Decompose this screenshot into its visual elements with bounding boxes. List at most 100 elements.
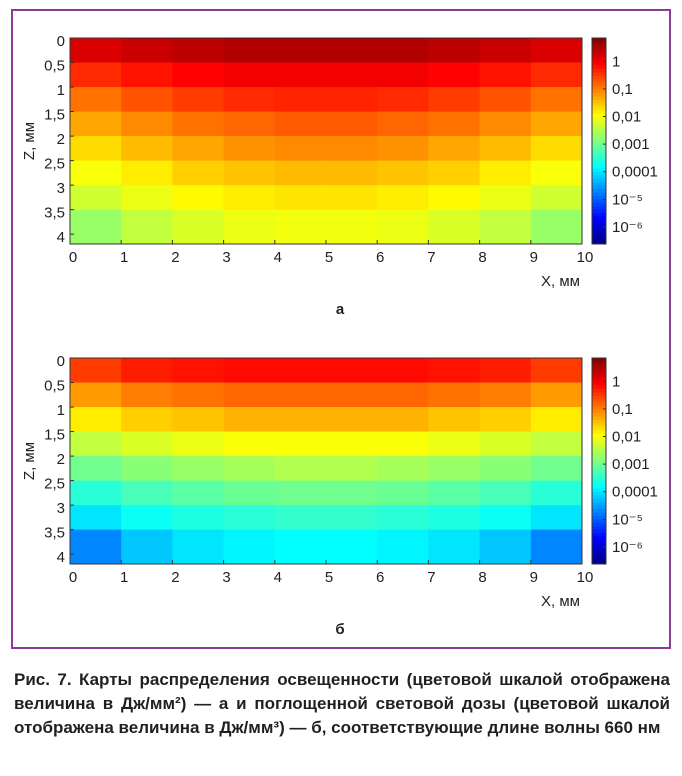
- colorbar-step: [592, 471, 606, 476]
- y-tick-label: 1: [57, 82, 65, 99]
- colorbar-step: [592, 529, 606, 534]
- colorbar-step: [592, 240, 606, 245]
- colorbar-step: [592, 48, 606, 53]
- heatmap-cell: [223, 111, 276, 137]
- heatmap-cell: [530, 456, 583, 482]
- x-tick-label: 4: [274, 569, 282, 586]
- colorbar-step: [592, 230, 606, 235]
- colorbar-step: [592, 512, 606, 517]
- colorbar-tick-label: 0,001: [612, 136, 650, 153]
- colorbar-step: [592, 546, 606, 551]
- colorbar-step: [592, 481, 606, 486]
- x-axis-label: X, мм: [541, 273, 580, 290]
- y-tick-label: 0,5: [44, 57, 65, 74]
- colorbar-step: [592, 550, 606, 555]
- colorbar-step: [592, 68, 606, 73]
- y-axis-label: Z, мм: [21, 122, 38, 160]
- colorbar-step: [592, 189, 606, 193]
- colorbar-step: [592, 137, 606, 142]
- colorbar-step: [592, 536, 606, 541]
- y-axis-label: Z, мм: [21, 442, 38, 480]
- heatmap-cell: [530, 38, 583, 64]
- heatmap-cell: [377, 382, 429, 408]
- x-tick-label: 3: [222, 569, 230, 586]
- heatmap-cell: [223, 136, 276, 162]
- colorbar-tick-label: 10⁻⁶: [612, 219, 643, 236]
- heatmap-cell: [274, 382, 327, 408]
- y-tick-label: 2,5: [44, 156, 65, 173]
- x-tick-label: 0: [69, 249, 77, 266]
- heatmap-cell: [223, 529, 276, 565]
- colorbar-tick-label: 1: [612, 373, 620, 390]
- heatmap-cell: [274, 87, 327, 113]
- colorbar-step: [592, 412, 606, 417]
- frame: [11, 9, 671, 649]
- heatmap-cell: [428, 38, 481, 64]
- heatmap-cell: [274, 209, 327, 245]
- x-tick-label: 7: [427, 569, 435, 586]
- colorbar-step: [592, 464, 606, 469]
- heatmap-cell: [428, 529, 481, 565]
- heatmap-cell: [172, 87, 225, 113]
- colorbar-step: [592, 385, 606, 390]
- colorbar-step: [592, 44, 606, 49]
- colorbar-step: [592, 154, 606, 159]
- heatmap-cell: [121, 480, 173, 506]
- heatmap-cell: [70, 431, 122, 457]
- heatmap-cell: [172, 62, 225, 88]
- heatmap-cell: [70, 111, 122, 137]
- heatmap-cell: [274, 38, 327, 64]
- colorbar-step: [592, 123, 606, 128]
- heatmap-cell: [377, 529, 429, 565]
- colorbar-step: [592, 443, 606, 448]
- heatmap-cell: [377, 209, 429, 245]
- colorbar-step: [592, 543, 606, 548]
- heatmap-cell: [121, 87, 173, 113]
- heatmap-cell: [70, 209, 122, 245]
- heatmap-cell: [121, 136, 173, 162]
- heatmap-cell: [223, 456, 276, 482]
- heatmap-cell: [274, 185, 327, 211]
- colorbar-step: [592, 402, 606, 407]
- colorbar-step: [592, 440, 606, 445]
- heatmap-cell: [530, 480, 583, 506]
- colorbar-step: [592, 237, 606, 242]
- heatmap-cell: [70, 382, 122, 408]
- heatmap-cell: [479, 456, 532, 482]
- colorbar-step: [592, 395, 606, 400]
- colorbar-step: [592, 399, 606, 404]
- y-tick-label: 3: [57, 500, 65, 517]
- heatmap-cell: [377, 185, 429, 211]
- heatmap-cell: [274, 431, 327, 457]
- colorbar-step: [592, 168, 606, 173]
- heatmap-cell: [223, 87, 276, 113]
- y-tick-label: 1: [57, 402, 65, 419]
- heatmap-cell: [530, 87, 583, 113]
- colorbar-step: [592, 382, 606, 386]
- colorbar-step: [592, 195, 606, 200]
- heatmap-cell: [326, 382, 378, 408]
- heatmap-cell: [479, 407, 532, 433]
- heatmap-cell: [326, 160, 378, 186]
- heatmap-cell: [377, 136, 429, 162]
- heatmap-cell: [172, 480, 225, 506]
- heatmap-cell: [377, 160, 429, 186]
- heatmap-cell: [223, 505, 276, 531]
- y-tick-label: 0,5: [44, 377, 65, 394]
- colorbar-step: [592, 86, 606, 90]
- colorbar-step: [592, 553, 606, 558]
- heatmap-cell: [428, 431, 481, 457]
- colorbar-step: [592, 233, 606, 238]
- heatmap-cell: [428, 480, 481, 506]
- heatmap-cell: [70, 456, 122, 482]
- colorbar-step: [592, 430, 606, 435]
- colorbar-step: [592, 202, 606, 207]
- colorbar-step: [592, 213, 606, 218]
- heatmap-cell: [121, 407, 173, 433]
- heatmap-cell: [172, 136, 225, 162]
- heatmap-cell: [377, 456, 429, 482]
- heatmap-cell: [172, 505, 225, 531]
- heatmap-cell: [326, 529, 378, 565]
